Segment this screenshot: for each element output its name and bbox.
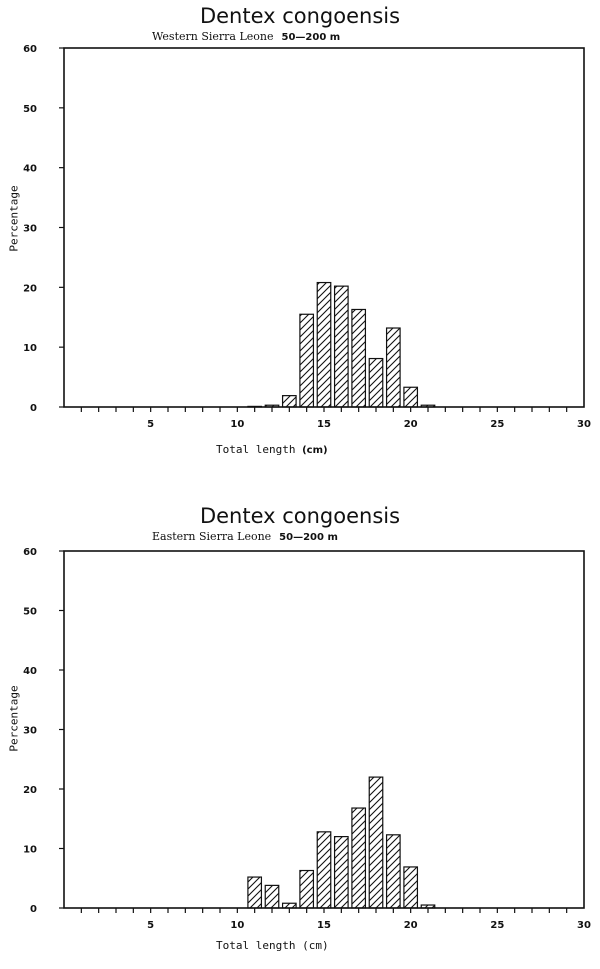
x-axis-title: Total length	[216, 443, 296, 456]
chart-panel-western: Dentex congoensis Western Sierra Leone 50…	[0, 0, 600, 480]
y-tick-label-0: 0	[30, 904, 37, 915]
x-tick-label-15: 15	[317, 920, 331, 931]
bar-17cm	[351, 807, 367, 909]
y-tick-label-20: 20	[23, 785, 37, 796]
y-tick-label-60: 60	[23, 547, 37, 558]
bar-18cm	[368, 357, 384, 408]
chart-plot: 5 10 15 20 25 30 0 10 20 30 40 50 60	[23, 44, 591, 430]
bar-15cm	[316, 831, 332, 909]
bar-12cm	[264, 884, 280, 909]
y-tick-label-10: 10	[23, 343, 37, 354]
chart-title: Dentex congoensis	[199, 4, 401, 28]
y-tick-label-40: 40	[23, 164, 37, 175]
x-tick-label-30: 30	[577, 920, 591, 931]
x-tick-label-10: 10	[230, 920, 244, 931]
x-tick-label-5: 5	[147, 419, 154, 430]
bar-18cm	[368, 776, 384, 909]
bar-14cm	[299, 313, 315, 408]
bar-20cm	[403, 386, 419, 408]
y-tick-label-20: 20	[23, 283, 37, 294]
x-tick-label-30: 30	[577, 419, 591, 430]
chart-subtitle: Eastern Sierra Leone 50—200 m	[152, 530, 338, 543]
bar-20cm	[403, 866, 419, 909]
y-tick-label-30: 30	[23, 224, 37, 235]
y-tick-label-10: 10	[23, 845, 37, 856]
x-tick-label-20: 20	[404, 419, 418, 430]
x-tick-label-20: 20	[404, 920, 418, 931]
x-tick-label-15: 15	[317, 419, 331, 430]
depth-label: 50—200 m	[281, 32, 341, 43]
depth-label: 50—200 m	[279, 532, 338, 543]
x-axis-title: Total length (cm)	[216, 939, 329, 952]
chart-title: Dentex congoensis	[199, 504, 401, 528]
y-tick-label-30: 30	[23, 726, 37, 737]
bar-15cm	[316, 281, 332, 408]
x-tick-label-10: 10	[230, 419, 244, 430]
x-axis-label: Total length (cm)	[216, 443, 328, 456]
bar-13cm	[281, 395, 297, 408]
y-tick-label-40: 40	[23, 666, 37, 677]
x-axis-label: Total length (cm)	[216, 939, 329, 952]
region-label: Eastern Sierra Leone	[152, 530, 272, 543]
x-tick-label-25: 25	[490, 920, 504, 931]
x-axis-unit: (cm)	[302, 445, 328, 456]
y-tick-label-50: 50	[23, 607, 37, 618]
bar-11cm	[247, 876, 263, 909]
bar-16cm	[333, 285, 349, 408]
y-tick-label-0: 0	[30, 403, 37, 414]
region-label: Western Sierra Leone	[152, 30, 274, 43]
chart-subtitle: Western Sierra Leone 50—200 m	[152, 30, 340, 43]
chart-plot: 5 10 15 20 25 30 0 10 20 30 40 50 60	[23, 547, 591, 931]
bar-17cm	[351, 308, 367, 408]
x-tick-label-25: 25	[490, 419, 504, 430]
chart-panel-eastern: Dentex congoensis Eastern Sierra Leone 50…	[0, 500, 600, 969]
x-tick-label-5: 5	[147, 920, 154, 931]
bar-19cm	[385, 834, 401, 909]
bar-16cm	[333, 836, 349, 909]
y-tick-label-60: 60	[23, 44, 37, 55]
y-tick-label-50: 50	[23, 104, 37, 115]
bar-14cm	[299, 869, 315, 909]
bar-19cm	[385, 327, 401, 408]
